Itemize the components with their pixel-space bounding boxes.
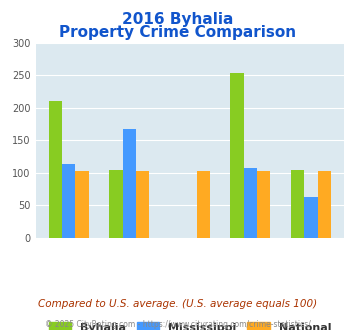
Text: Compared to U.S. average. (U.S. average equals 100): Compared to U.S. average. (U.S. average …: [38, 299, 317, 309]
Bar: [49, 101, 62, 238]
Bar: [136, 171, 149, 238]
Bar: [230, 73, 244, 238]
Bar: [109, 170, 123, 238]
Text: Property Crime Comparison: Property Crime Comparison: [59, 25, 296, 40]
Bar: [76, 171, 89, 238]
Bar: [318, 171, 331, 238]
Legend: Byhalia, Mississippi, National: Byhalia, Mississippi, National: [44, 317, 335, 330]
Bar: [123, 129, 136, 238]
Bar: [244, 168, 257, 238]
Bar: [197, 171, 210, 238]
Bar: [304, 197, 318, 238]
Bar: [291, 170, 304, 238]
Bar: [62, 164, 76, 238]
Text: © 2025 CityRating.com - https://www.cityrating.com/crime-statistics/: © 2025 CityRating.com - https://www.city…: [45, 320, 310, 329]
Text: 2016 Byhalia: 2016 Byhalia: [122, 12, 233, 26]
Bar: [257, 171, 271, 238]
